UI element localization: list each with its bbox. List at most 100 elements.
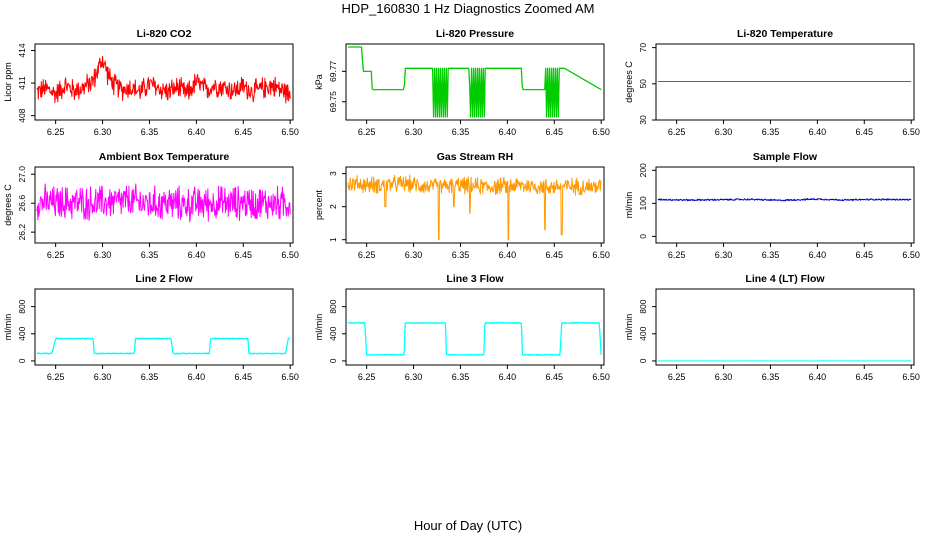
y-axis-label: ml/min [3,314,13,341]
series-line [347,46,602,118]
x-tick-label: 6.45 [856,127,874,137]
x-tick-label: 6.40 [499,127,517,137]
x-tick-label: 6.40 [188,250,206,260]
x-tick-label: 6.30 [715,250,733,260]
y-axis-label: degrees C [3,184,13,226]
x-tick-label: 6.25 [47,127,65,137]
y-axis-label: ml/min [624,314,634,341]
x-tick-label: 6.25 [47,372,65,382]
plot-p6: Sample Flow ml/min 0 100 200 6.25 6.30 6.35 6.40… [624,151,920,260]
y-tick-label: 400 [638,326,648,340]
y-tick-label: 70 [638,43,648,53]
series-line [36,183,291,223]
y-tick-label: 408 [17,108,27,122]
x-tick-label: 6.40 [809,372,827,382]
x-tick-label: 6.50 [902,250,920,260]
x-tick-label: 6.25 [358,127,376,137]
plot-p5: Gas Stream RH percent 1 2 3 6.25 6.30 6.35 6.40 6… [314,151,610,260]
plot-p4: Ambient Box Temperature degrees C 26.2 26.6… [3,151,299,260]
plot-title: Li-820 Pressure [436,28,514,40]
y-tick-label: 3 [328,171,338,176]
page-title: HDP_160830 1 Hz Diagnostics Zoomed AM [341,1,595,16]
x-tick-label: 6.50 [281,372,299,382]
plot-frame [345,166,605,244]
x-tick-label: 6.25 [358,250,376,260]
plot-p3: Li-820 Temperature degrees C 30 50 70 6.25 6.3… [624,28,920,137]
y-tick-label: 69.75 [328,91,338,113]
x-tick-label: 6.50 [592,372,610,382]
y-tick-label: 0 [328,358,338,363]
series-line [347,174,602,241]
x-tick-label: 6.40 [809,250,827,260]
y-tick-label: 69.77 [328,60,338,82]
y-axis-label: percent [314,189,324,220]
y-tick-label: 1 [328,237,338,242]
series-line [36,337,291,355]
y-axis-label: ml/min [624,192,634,219]
y-axis-label: degrees C [624,61,634,103]
y-tick-label: 0 [638,234,648,239]
x-tick-label: 6.30 [94,250,112,260]
x-tick-label: 6.35 [452,127,470,137]
plot-p7: Line 2 Flow ml/min 0 400 800 6.25 6.30 6.35 6.40… [3,273,299,382]
x-tick-label: 6.35 [452,250,470,260]
y-tick-label: 26.2 [17,224,27,241]
y-tick-label: 414 [17,43,27,57]
plot-p2: Li-820 Pressure kPa 69.75 69.77 6.25 6.30 6.35… [314,28,610,137]
y-tick-label: 2 [328,204,338,209]
x-tick-label: 6.25 [47,250,65,260]
y-tick-label: 30 [638,115,648,125]
series-line [347,321,602,356]
y-tick-label: 400 [328,326,338,340]
plot-title: Line 4 (LT) Flow [745,273,825,285]
plot-p8: Line 3 Flow ml/min 0 400 800 6.25 6.30 6.35 6.40… [314,273,610,382]
y-tick-label: 800 [328,299,338,313]
x-tick-label: 6.45 [235,250,253,260]
x-tick-label: 6.50 [902,372,920,382]
x-tick-label: 6.35 [141,372,159,382]
y-axis-label: kPa [314,74,324,90]
x-tick-label: 6.30 [94,127,112,137]
plot-frame [34,288,294,366]
plot-title: Gas Stream RH [437,151,513,163]
x-tick-label: 6.35 [141,250,159,260]
y-tick-label: 50 [638,79,648,89]
y-tick-label: 200 [638,163,648,177]
x-tick-label: 6.50 [592,250,610,260]
plot-frame [345,288,605,366]
y-axis-label: Licor ppm [3,62,13,102]
plot-frame [655,43,915,121]
x-tick-label: 6.50 [592,127,610,137]
x-tick-label: 6.45 [546,372,564,382]
x-tick-label: 6.45 [856,250,874,260]
x-tick-label: 6.40 [188,372,206,382]
plot-p9: Line 4 (LT) Flow ml/min 0 400 800 6.25 6.30 6.3… [624,273,920,382]
series-line [36,55,291,104]
x-tick-label: 6.30 [94,372,112,382]
plot-frame [655,166,915,244]
x-tick-label: 6.40 [499,250,517,260]
plot-title: Li-820 Temperature [737,28,833,40]
y-tick-label: 27.0 [17,166,27,183]
x-tick-label: 6.25 [668,250,686,260]
y-tick-label: 400 [17,326,27,340]
y-tick-label: 411 [17,76,27,90]
plot-title: Line 2 Flow [135,273,193,285]
x-tick-label: 6.35 [762,127,780,137]
x-tick-label: 6.30 [405,372,423,382]
plot-title: Sample Flow [753,151,818,163]
x-tick-label: 6.40 [188,127,206,137]
x-tick-label: 6.35 [452,372,470,382]
x-tick-label: 6.30 [405,250,423,260]
plot-title: Ambient Box Temperature [99,151,230,163]
plot-title: Li-820 CO2 [137,28,192,40]
x-tick-label: 6.45 [546,127,564,137]
x-tick-label: 6.35 [762,250,780,260]
x-tick-label: 6.40 [499,372,517,382]
x-tick-label: 6.30 [405,127,423,137]
series-line [657,198,912,202]
plot-p1: Li-820 CO2 Licor ppm 408 411 414 6.25 6.30 6.35… [3,28,299,137]
plot-frame [34,166,294,244]
x-tick-label: 6.25 [668,127,686,137]
